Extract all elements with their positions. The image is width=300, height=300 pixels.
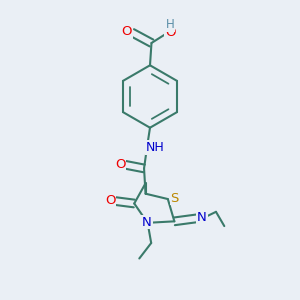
Text: S: S [170,192,178,205]
Text: NH: NH [146,141,165,154]
Text: O: O [105,194,116,207]
Text: N: N [142,216,152,229]
Text: N: N [197,211,207,224]
Text: O: O [122,25,132,38]
Text: O: O [115,158,125,171]
Text: H: H [166,18,175,32]
Text: O: O [165,26,175,39]
